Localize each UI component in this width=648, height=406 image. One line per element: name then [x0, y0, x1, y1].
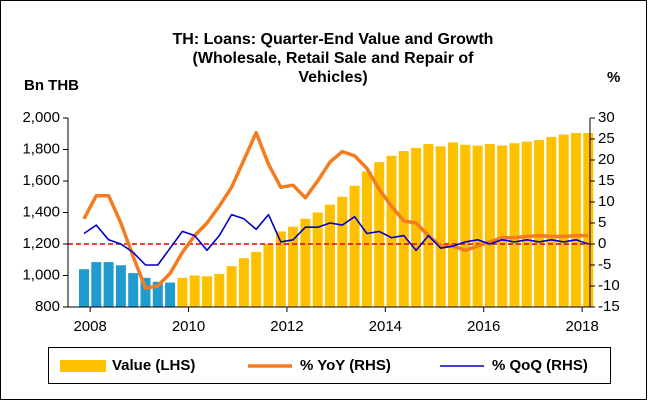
bar [497, 145, 508, 307]
bar [398, 151, 409, 307]
legend-label: Value (LHS) [112, 357, 195, 374]
bar [349, 185, 360, 307]
bar [386, 155, 397, 307]
y2-tick-label: -10 [598, 277, 620, 294]
y-tick-label: 800 [35, 298, 60, 315]
legend-label: % QoQ (RHS) [492, 357, 588, 374]
bar [460, 144, 471, 307]
bar [521, 141, 532, 307]
legend-box [48, 347, 611, 384]
bar [288, 226, 299, 307]
bar [275, 231, 286, 307]
bar [411, 147, 422, 307]
bar [361, 171, 372, 307]
y2-tick-label: 0 [598, 235, 606, 252]
bar [128, 273, 139, 307]
bar [583, 132, 594, 307]
y-tick-label: 1,400 [22, 203, 60, 220]
bar [374, 162, 385, 307]
bar [324, 204, 335, 307]
y-tick-label: 2,000 [22, 109, 60, 126]
bar [546, 136, 557, 307]
x-tick-label: 2014 [369, 318, 402, 335]
bar [558, 134, 569, 307]
bar [140, 277, 151, 307]
y2-axis-label: % [607, 69, 620, 86]
y-tick-label: 1,200 [22, 235, 60, 252]
y2-tick-label: 5 [598, 214, 606, 231]
bar [214, 273, 225, 307]
y-tick-label: 1,800 [22, 140, 60, 157]
bar [201, 276, 212, 307]
y-axis-label: Bn THB [24, 77, 79, 94]
chart-title: (Wholesale, Retail Sale and Repair of [193, 50, 475, 67]
bar [226, 266, 237, 307]
bar [238, 258, 249, 307]
y2-tick-label: 25 [598, 130, 615, 147]
bar [337, 196, 348, 307]
line-series [82, 130, 589, 290]
y-tick-label: 1,600 [22, 172, 60, 189]
y2-tick-label: -5 [598, 256, 611, 273]
bar [177, 277, 188, 307]
x-tick-label: 2010 [172, 318, 205, 335]
bar [115, 265, 126, 307]
bar [312, 212, 323, 307]
bar [509, 143, 520, 307]
y2-tick-label: 15 [598, 172, 615, 189]
line-series [83, 213, 589, 266]
chart-title: Vehicles) [298, 69, 367, 86]
bar [78, 269, 89, 307]
legend-label: % YoY (RHS) [300, 357, 391, 374]
bar [472, 145, 483, 307]
bar [435, 146, 446, 307]
bar [165, 282, 176, 307]
bar [152, 281, 163, 307]
bar [570, 132, 581, 307]
bar [534, 140, 545, 307]
bar [300, 218, 311, 307]
y2-tick-label: 30 [598, 109, 615, 126]
bar [91, 262, 102, 307]
y-tick-label: 1,000 [22, 266, 60, 283]
x-tick-label: 2018 [565, 318, 598, 335]
bar [263, 244, 274, 307]
y2-tick-label: 20 [598, 151, 615, 168]
bar [189, 275, 200, 307]
x-tick-label: 2016 [467, 318, 500, 335]
x-tick-label: 2008 [73, 318, 106, 335]
x-tick-label: 2012 [270, 318, 303, 335]
y2-tick-label: 10 [598, 193, 615, 210]
bar [423, 143, 434, 307]
bar [447, 142, 458, 307]
bar [103, 262, 114, 307]
bar [484, 143, 495, 307]
legend-swatch [60, 360, 106, 372]
chart-title: TH: Loans: Quarter-End Value and Growth [173, 31, 494, 48]
bar [251, 251, 262, 307]
y2-tick-label: -15 [598, 298, 620, 315]
